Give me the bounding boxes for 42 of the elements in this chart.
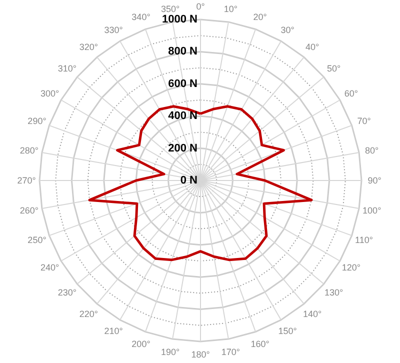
spoke-label: 130° xyxy=(324,287,344,298)
spoke-label: 180° xyxy=(191,350,210,360)
spoke-label: 80° xyxy=(365,145,380,156)
spoke-label: 0° xyxy=(196,2,206,12)
spoke-label: 30° xyxy=(280,24,295,35)
spoke-label: 190° xyxy=(160,346,180,357)
spoke-label: 60° xyxy=(344,88,358,98)
spoke-label: 150° xyxy=(278,326,298,336)
spoke-label: 70° xyxy=(357,116,372,126)
y-tick-label: 0 N xyxy=(180,174,198,186)
y-tick-label: 1000 N xyxy=(162,14,198,26)
spoke-label: 290° xyxy=(28,116,47,126)
spoke-label: 90° xyxy=(368,176,382,186)
spoke-label: 230° xyxy=(58,287,77,298)
spoke-label: 120° xyxy=(342,262,361,272)
spoke-label: 170° xyxy=(221,346,240,357)
spoke-label: 340° xyxy=(132,12,151,22)
y-tick-label: 800 N xyxy=(168,46,198,58)
spoke-label: 300° xyxy=(40,88,60,98)
spoke-label: 50° xyxy=(326,64,341,74)
spoke-label: 110° xyxy=(355,235,374,246)
spoke-label: 240° xyxy=(40,262,60,272)
spoke-label: 270° xyxy=(17,176,36,186)
spoke-label: 250° xyxy=(28,235,47,246)
spoke-label: 160° xyxy=(250,339,270,350)
spoke-label: 310° xyxy=(58,64,77,74)
spoke-label: 100° xyxy=(362,206,382,216)
spoke-label: 200° xyxy=(132,339,151,350)
spoke-label: 10° xyxy=(224,4,238,14)
spoke-label: 140° xyxy=(303,308,322,319)
spoke-label: 220° xyxy=(79,308,98,319)
spoke-label: 280° xyxy=(20,145,39,156)
spoke-label: 260° xyxy=(20,206,39,216)
spoke-label: 40° xyxy=(306,42,320,52)
spoke-label: 210° xyxy=(104,326,124,336)
y-tick-label: 400 N xyxy=(168,110,198,122)
spoke-label: 320° xyxy=(79,42,98,52)
spoke-label: 350° xyxy=(160,4,180,14)
y-tick-label: 200 N xyxy=(168,142,198,154)
spoke-label: 20° xyxy=(253,12,268,22)
y-tick-label: 600 N xyxy=(168,78,198,90)
spoke-label: 330° xyxy=(104,24,124,35)
